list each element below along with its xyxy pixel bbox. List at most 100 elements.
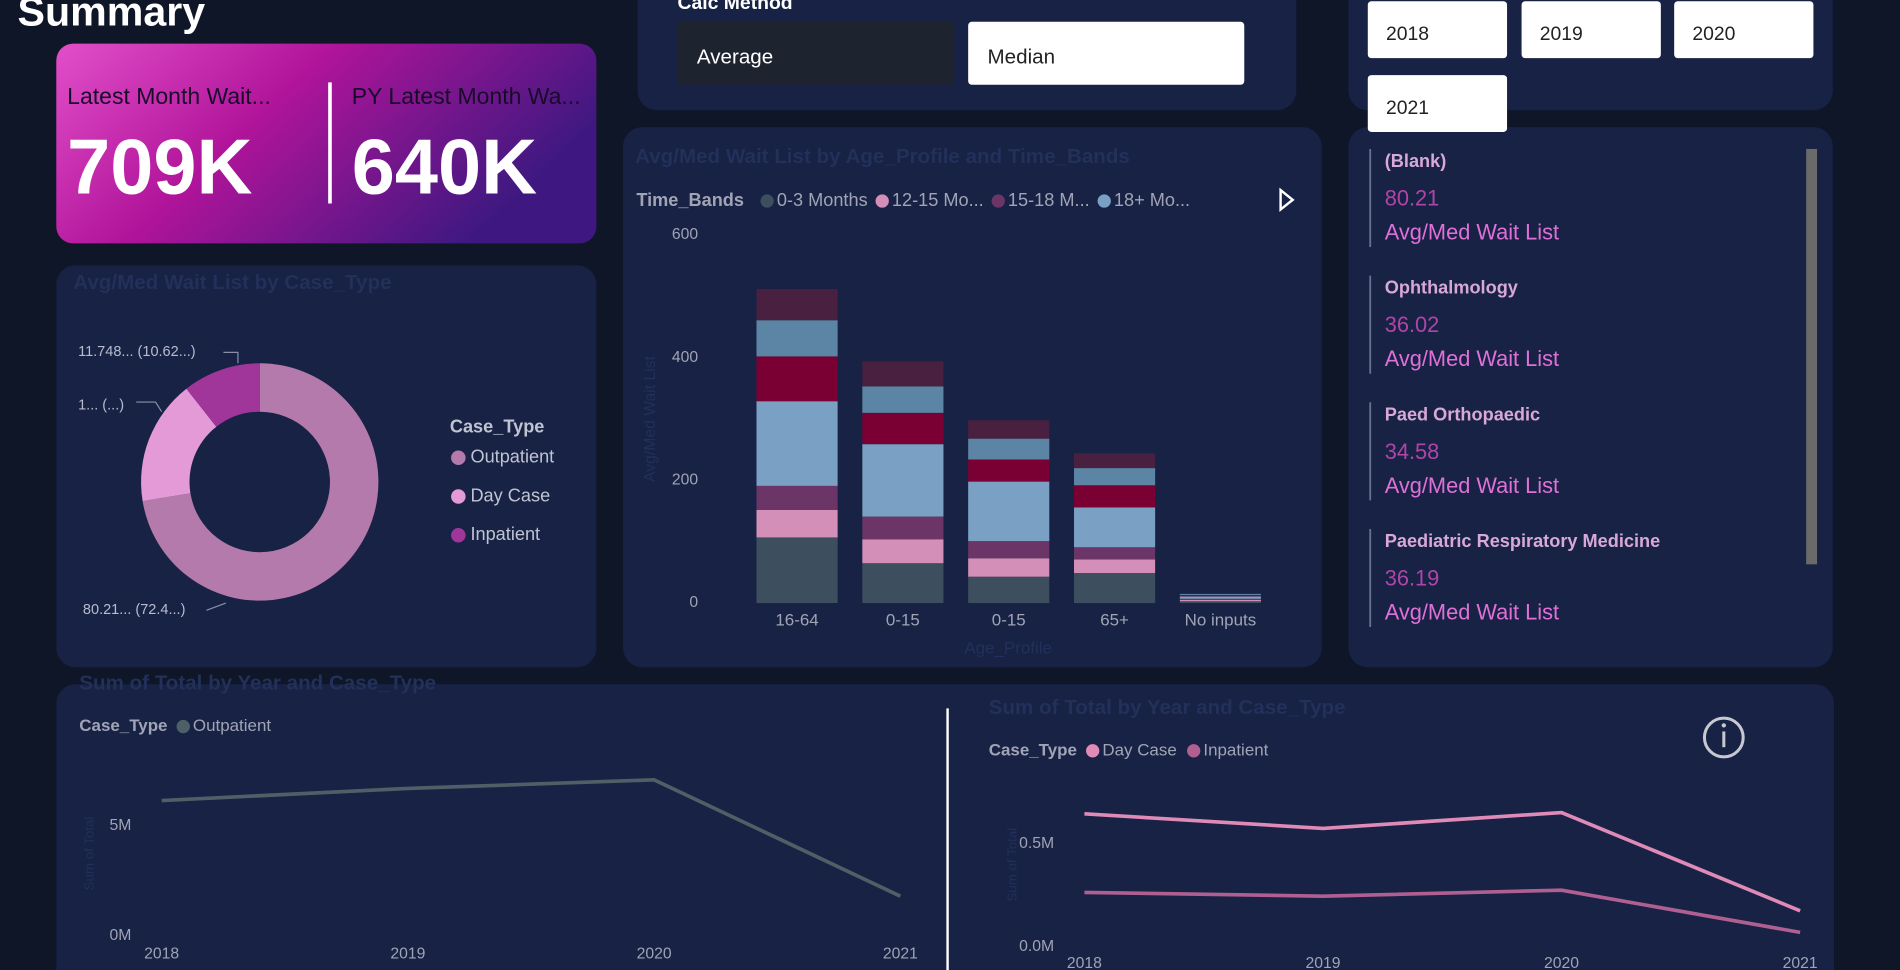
bar-segment xyxy=(1074,559,1156,574)
option-median[interactable] xyxy=(968,21,1245,85)
leader-line xyxy=(206,602,227,611)
card-name: Paediatric Respiratory Medicine xyxy=(1385,531,1660,551)
donut-slice xyxy=(186,363,260,427)
data-label: 1... (...) xyxy=(78,398,124,414)
y-tick-label: 600 xyxy=(672,226,699,243)
card-value: 80.21 xyxy=(1385,186,1440,211)
legend-label: Day Case xyxy=(470,485,550,505)
bar-segment xyxy=(968,576,1050,604)
legend-label: 12-15 Mo... xyxy=(892,190,984,210)
scrollbar[interactable] xyxy=(1806,148,1818,565)
bar-segment xyxy=(1074,468,1156,486)
info-icon-dot xyxy=(1721,723,1726,728)
legend-label: 0-3 Months xyxy=(777,190,868,210)
data-label: 11.748... (10.62...) xyxy=(78,344,196,360)
option-label: Average xyxy=(697,46,773,69)
card-name: Ophthalmology xyxy=(1385,278,1518,298)
bar-segment xyxy=(862,539,944,564)
bar-segment xyxy=(756,485,838,510)
line-series xyxy=(161,777,902,898)
leader-line xyxy=(223,351,239,364)
year-option[interactable] xyxy=(1367,75,1508,132)
card-value: 36.02 xyxy=(1385,312,1440,337)
y-axis-title: Sum of Total xyxy=(82,817,97,891)
legend-dot xyxy=(1097,194,1111,208)
leader-line xyxy=(136,401,163,413)
panel-lines xyxy=(56,684,1835,970)
bar-segment xyxy=(756,288,838,321)
bar-segment xyxy=(968,481,1050,542)
info-icon[interactable] xyxy=(1702,716,1745,759)
card-name: (Blank) xyxy=(1385,151,1447,171)
legend-label: Inpatient xyxy=(1203,740,1268,759)
y-tick-label: 400 xyxy=(672,349,699,366)
card-label: Avg/Med Wait List xyxy=(1385,473,1559,498)
bar-segment xyxy=(862,444,944,517)
x-tick-label: No inputs xyxy=(1185,611,1257,630)
x-tick-label: 2018 xyxy=(1067,955,1102,970)
panel-cards xyxy=(1348,127,1833,668)
legend-dot xyxy=(991,194,1005,208)
bar-segment xyxy=(968,558,1050,577)
data-label: 80.21... (72.4...) xyxy=(83,602,185,618)
legend-label: 15-18 M... xyxy=(1008,190,1090,210)
x-tick-label: 2021 xyxy=(1783,955,1818,970)
bar-segment xyxy=(756,509,838,538)
y-tick-label: 0M xyxy=(110,927,132,944)
line-series xyxy=(1084,810,1801,913)
legend-next[interactable] xyxy=(1279,187,1295,213)
x-tick-label: 0-15 xyxy=(992,611,1026,630)
page-title: Summary xyxy=(18,0,206,34)
bar-segment xyxy=(968,438,1050,460)
kpi-label: PY Latest Month Wa... xyxy=(352,83,581,109)
x-tick-label: 0-15 xyxy=(886,611,920,630)
y-axis-title: Avg/Med Wait List xyxy=(642,355,659,482)
line-series xyxy=(1084,888,1801,935)
bar-segment xyxy=(968,541,1050,559)
legend-label: 18+ Mo... xyxy=(1114,190,1190,210)
donut-slice xyxy=(141,388,217,502)
bar-segment xyxy=(862,516,944,540)
bar-segment xyxy=(1179,593,1261,596)
bar-segment xyxy=(1074,573,1156,604)
donut-slice xyxy=(142,363,379,601)
x-tick-label: 2019 xyxy=(1305,955,1340,970)
option-label: Median xyxy=(988,46,1056,69)
y-tick-label: 5M xyxy=(110,817,132,834)
bar-segment xyxy=(862,563,944,604)
bar-segment xyxy=(756,537,838,604)
card-value: 36.19 xyxy=(1385,566,1440,591)
x-tick-label: 2021 xyxy=(883,945,918,962)
bar-segment xyxy=(1179,593,1261,594)
x-tick-label: 65+ xyxy=(1100,611,1129,630)
x-tick-label: 2019 xyxy=(390,945,425,962)
year-option[interactable] xyxy=(1367,1,1508,59)
y-tick-label: 0 xyxy=(689,594,698,611)
bar-segment xyxy=(1179,600,1261,602)
year-option[interactable] xyxy=(1521,1,1661,59)
y-tick-label: 0.0M xyxy=(1019,938,1054,955)
bar-segment xyxy=(968,420,1050,439)
bar-segment xyxy=(756,356,838,402)
option-average[interactable] xyxy=(677,21,954,85)
bar-segment xyxy=(968,459,1050,482)
card-label: Avg/Med Wait List xyxy=(1385,599,1559,624)
bar-segment xyxy=(1074,485,1156,508)
legend-dot xyxy=(176,719,190,734)
chart-title: Sum of Total by Year and Case_Type xyxy=(989,696,1346,719)
chart-title: Avg/Med Wait List by Case_Type xyxy=(73,271,391,294)
year-option[interactable] xyxy=(1674,1,1814,59)
kpi-card xyxy=(56,43,597,244)
legend-dot xyxy=(1187,744,1201,758)
year-label: 2018 xyxy=(1386,23,1429,45)
card-label: Avg/Med Wait List xyxy=(1385,346,1559,371)
y-tick-label: 0.5M xyxy=(1019,835,1054,852)
y-tick-label: 200 xyxy=(672,472,699,489)
bar-segment xyxy=(1179,598,1261,601)
legend-dot xyxy=(451,527,466,543)
bar-segment xyxy=(1074,547,1156,560)
legend-dot xyxy=(1086,744,1100,758)
legend-dot xyxy=(451,489,466,504)
